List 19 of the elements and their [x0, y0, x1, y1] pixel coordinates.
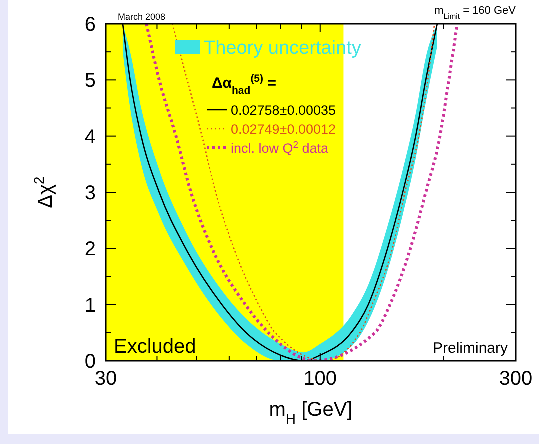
- x-tick-label: 30: [94, 368, 118, 390]
- legend-label: 0.02758±0.00035: [231, 103, 336, 118]
- y-tick-label: 6: [84, 14, 96, 36]
- y-tick-label: 5: [84, 70, 96, 92]
- y-tick-label: 3: [84, 182, 96, 204]
- y-tick-label: 0: [84, 351, 96, 373]
- y-tick-label: 1: [84, 294, 96, 317]
- band-label: Excluded: [114, 336, 196, 358]
- y-tick-label: 2: [84, 238, 96, 261]
- x-axis-title: m$_{H}$ [GeV]: [269, 399, 353, 427]
- legend-title: Δα$_{had}$$^{(5)}$ =: [212, 73, 277, 97]
- x-tick-label: 300: [499, 368, 533, 390]
- y-tick-label: 4: [84, 126, 96, 148]
- legend-label: 0.02749±0.00012: [231, 122, 336, 137]
- x-tick-label: 100: [304, 368, 338, 390]
- text: m$_{Limit}$ = 160 GeV: [434, 5, 517, 20]
- text: March 2008: [118, 12, 166, 22]
- legend-label: incl. low Q$^{2}$ data: [231, 140, 330, 156]
- annotation: Preliminary: [432, 340, 508, 357]
